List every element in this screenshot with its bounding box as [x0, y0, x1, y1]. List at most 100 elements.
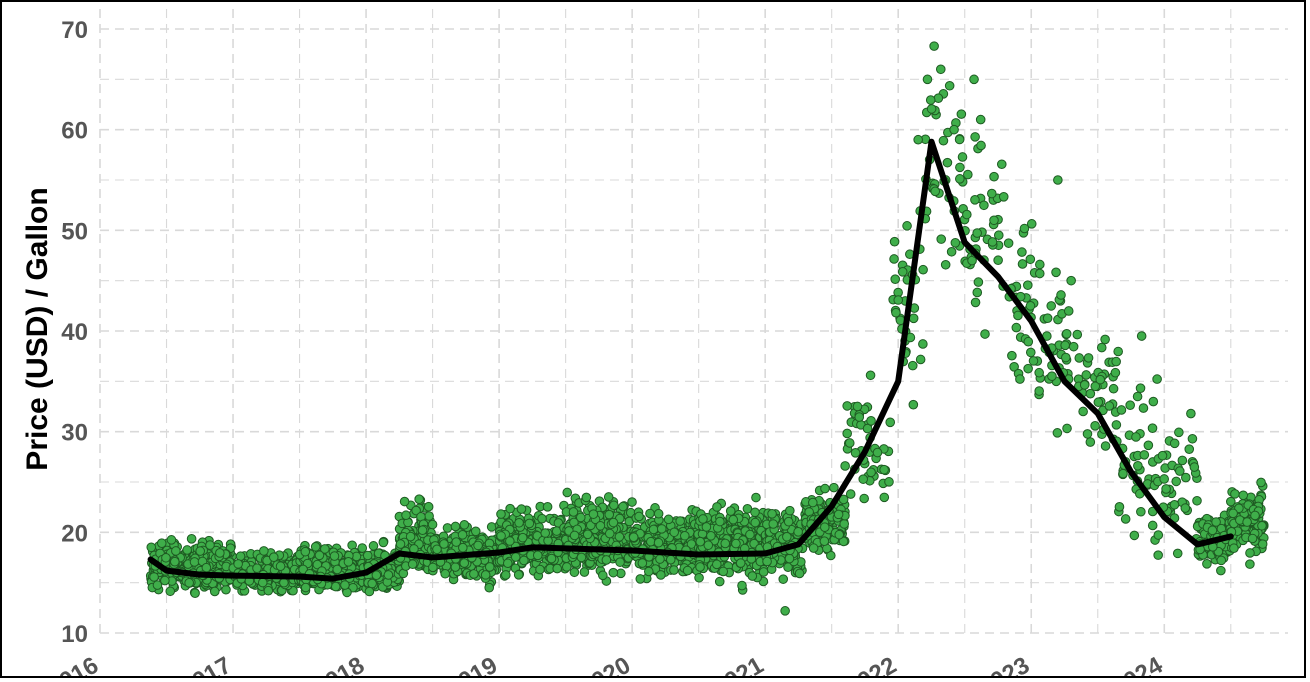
data-point — [768, 519, 779, 529]
data-point — [484, 582, 495, 593]
data-point — [682, 565, 693, 576]
data-point — [859, 493, 869, 504]
data-point — [367, 578, 377, 589]
data-point — [1062, 423, 1072, 434]
data-point — [783, 516, 794, 527]
data-point — [562, 487, 573, 498]
data-point — [1111, 356, 1121, 367]
data-point — [357, 543, 368, 553]
data-point — [737, 580, 747, 591]
data-point — [440, 568, 450, 579]
data-point — [182, 545, 192, 555]
data-point — [417, 525, 428, 536]
data-point — [1052, 428, 1063, 438]
data-point — [378, 537, 389, 548]
data-point — [399, 496, 410, 507]
data-point — [902, 221, 912, 231]
data-point — [480, 570, 491, 580]
data-point — [976, 140, 986, 151]
data-point — [1072, 329, 1083, 340]
data-point — [745, 529, 755, 540]
data-point — [940, 259, 951, 270]
data-point — [750, 517, 761, 528]
data-point — [505, 536, 515, 546]
x-tick-label: 2021 — [708, 652, 768, 678]
data-point — [383, 570, 394, 580]
data-point — [970, 195, 980, 205]
data-point — [1083, 353, 1094, 363]
data-point — [1159, 474, 1169, 484]
data-point — [1042, 313, 1053, 324]
data-point — [865, 370, 876, 381]
x-tick-label: 2022 — [841, 652, 901, 678]
data-point — [1132, 391, 1143, 402]
data-point — [963, 169, 973, 180]
data-point — [500, 570, 511, 580]
data-point — [428, 562, 438, 573]
data-point — [1228, 508, 1238, 519]
data-point — [1118, 468, 1128, 479]
data-point — [1238, 490, 1249, 501]
data-point — [725, 506, 736, 516]
data-point — [432, 544, 442, 555]
data-point — [152, 580, 163, 590]
data-point — [669, 565, 679, 575]
data-point — [582, 529, 593, 540]
data-point — [312, 559, 323, 570]
data-point — [767, 509, 777, 519]
x-axis: 2016 2017 2018 2019 2020 2021 2022 2023 2024 — [43, 651, 1168, 678]
data-point — [993, 230, 1004, 241]
data-point — [1129, 530, 1140, 541]
data-point — [938, 135, 949, 146]
data-point — [1068, 341, 1079, 352]
data-point — [1025, 347, 1036, 358]
data-point — [1023, 336, 1034, 347]
data-point — [955, 162, 965, 173]
data-point — [628, 532, 639, 542]
data-point — [655, 554, 665, 564]
data-point — [829, 482, 839, 493]
data-point — [793, 527, 803, 537]
data-point — [1216, 555, 1227, 566]
data-point — [395, 539, 406, 549]
data-point — [1082, 429, 1093, 439]
data-point — [595, 520, 606, 531]
data-point — [1143, 440, 1154, 451]
data-point — [1053, 175, 1063, 185]
y-axis: 10 20 30 40 50 60 70 — [61, 17, 88, 648]
data-point — [615, 557, 625, 567]
data-point — [601, 555, 612, 565]
data-point — [343, 557, 354, 567]
data-point — [1153, 530, 1164, 540]
scatter-points — [145, 41, 1269, 616]
data-point — [1023, 363, 1033, 374]
data-point — [1066, 275, 1076, 286]
data-point — [1245, 548, 1255, 558]
data-point — [962, 209, 972, 220]
data-point — [1171, 476, 1182, 487]
data-point — [1202, 559, 1212, 569]
data-point — [1079, 380, 1090, 390]
data-point — [1147, 423, 1158, 434]
data-point — [1192, 495, 1202, 506]
data-point — [156, 538, 167, 548]
data-point — [897, 267, 908, 277]
data-point — [1078, 406, 1088, 417]
data-point — [332, 564, 343, 575]
data-point — [1007, 350, 1017, 361]
x-tick-label: 2017 — [176, 652, 236, 678]
data-point — [747, 571, 758, 581]
data-point — [502, 558, 513, 569]
data-point — [320, 544, 330, 554]
data-point — [891, 307, 901, 318]
data-point — [407, 559, 418, 570]
data-point — [1003, 238, 1014, 248]
data-point — [1147, 520, 1158, 531]
data-point — [165, 586, 176, 597]
data-point — [890, 274, 901, 284]
data-point — [1184, 444, 1195, 454]
data-point — [233, 559, 243, 569]
data-point — [980, 329, 990, 339]
data-point — [1074, 353, 1085, 363]
data-point — [1085, 437, 1096, 447]
